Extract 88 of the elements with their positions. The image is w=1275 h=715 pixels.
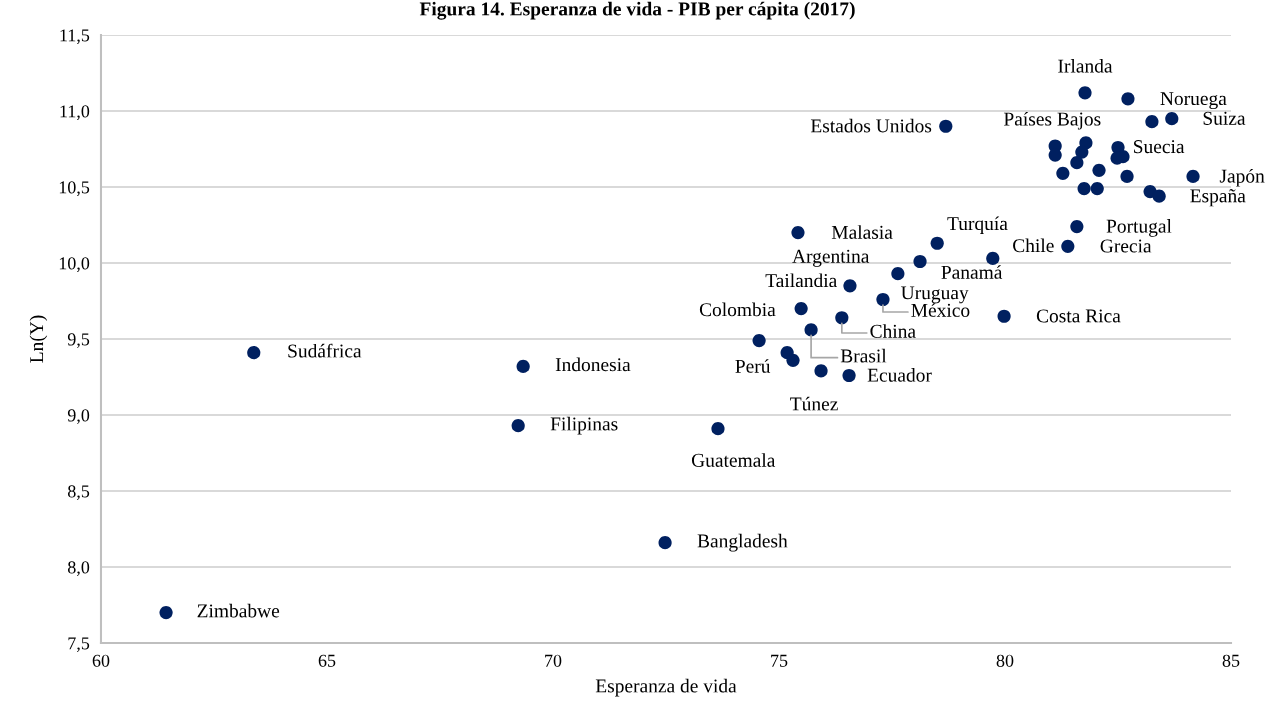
point xyxy=(794,302,808,316)
y-tick-label: 10,0 xyxy=(59,257,90,273)
annotation: México xyxy=(911,303,970,317)
point xyxy=(511,419,525,433)
annotation: Turquía xyxy=(947,216,1008,235)
x-tick-label: 80 xyxy=(996,654,1014,667)
annotation: Argentina xyxy=(792,249,870,267)
point xyxy=(1145,115,1159,129)
annotation: Irlanda xyxy=(1058,58,1113,73)
annotation: Noruega xyxy=(1160,92,1227,110)
annotation: Túnez xyxy=(790,396,838,411)
annotation: Países Bajos xyxy=(1003,111,1101,130)
annotation: Indonesia xyxy=(555,357,631,372)
y-tick-label: 7,5 xyxy=(68,637,90,653)
point xyxy=(159,606,173,620)
point xyxy=(1077,181,1091,196)
y-tick-label: 10,5 xyxy=(59,181,90,197)
point xyxy=(939,119,953,133)
chart-title: Figura 14. Esperanza de vida - PIB per cápita (2017) xyxy=(419,1,855,20)
point xyxy=(247,346,261,360)
annotation: Guatemala xyxy=(691,453,776,467)
y-tick-label: 9,0 xyxy=(67,409,90,425)
point xyxy=(1165,112,1179,126)
point xyxy=(930,236,944,250)
point xyxy=(986,251,1000,266)
annotation: Suiza xyxy=(1203,111,1246,125)
annotation: Panamá xyxy=(941,265,1003,279)
point xyxy=(752,333,766,348)
point xyxy=(1070,219,1084,234)
annotation: Malasia xyxy=(831,225,893,239)
point xyxy=(876,292,890,307)
point xyxy=(891,267,905,281)
annotation: Grecia xyxy=(1100,239,1152,253)
point xyxy=(1056,166,1070,180)
point xyxy=(1061,239,1075,253)
annotation: Zimbabwe xyxy=(197,603,280,618)
annotation: Portugal xyxy=(1106,219,1172,237)
point xyxy=(997,309,1011,323)
point xyxy=(1110,151,1124,165)
point xyxy=(1075,145,1089,159)
point xyxy=(804,323,818,337)
point xyxy=(1078,86,1092,100)
y-axis-title: Ln(Y) xyxy=(29,315,48,363)
y-tick-label: 8,0 xyxy=(67,561,90,577)
annotation: Suecia xyxy=(1134,140,1185,154)
point xyxy=(1120,169,1134,183)
point xyxy=(913,254,927,269)
annotation: Colombia xyxy=(699,302,776,317)
point xyxy=(1090,181,1104,196)
point xyxy=(516,359,530,373)
annotation: Bangladesh xyxy=(697,533,788,552)
point xyxy=(1092,163,1106,177)
x-tick-label: 85 xyxy=(1222,654,1240,667)
x-tick-label: 75 xyxy=(771,654,788,667)
point xyxy=(843,279,857,293)
annotation: Tailandia xyxy=(765,273,837,288)
point xyxy=(1121,92,1135,106)
annotation: Filipinas xyxy=(550,416,618,435)
annotation: Perú xyxy=(735,359,771,373)
annotation: España xyxy=(1190,189,1246,207)
point xyxy=(835,311,849,325)
annotation: Estados Unidos xyxy=(810,118,932,133)
annotation: Japón xyxy=(1219,168,1265,187)
annotation: Ecuador xyxy=(867,368,932,382)
point xyxy=(842,368,856,383)
x-tick-label: 70 xyxy=(545,654,562,667)
annotation: Brasil xyxy=(840,348,887,363)
annotation: China xyxy=(870,324,916,338)
point xyxy=(1152,189,1166,203)
y-tick-label: 11,0 xyxy=(60,105,90,121)
x-tick-label: 60 xyxy=(92,654,110,667)
point xyxy=(1070,156,1084,170)
x-axis-title: Esperanza de vida xyxy=(595,678,737,697)
y-tick-label: 9,5 xyxy=(67,333,90,349)
point xyxy=(711,422,725,436)
point xyxy=(786,353,800,367)
y-tick-label: 11,5 xyxy=(60,29,90,45)
annotation: Uruguay xyxy=(901,286,969,304)
annotation: Sudáfrica xyxy=(288,343,362,358)
point xyxy=(1186,169,1200,183)
annotation: Costa Rica xyxy=(1036,309,1121,323)
point xyxy=(1048,148,1062,162)
point xyxy=(814,364,828,378)
annotation: Chile xyxy=(1013,238,1054,253)
y-tick-label: 8,5 xyxy=(67,485,90,501)
point xyxy=(658,536,672,550)
point xyxy=(791,226,805,240)
x-tick-label: 65 xyxy=(318,654,336,667)
